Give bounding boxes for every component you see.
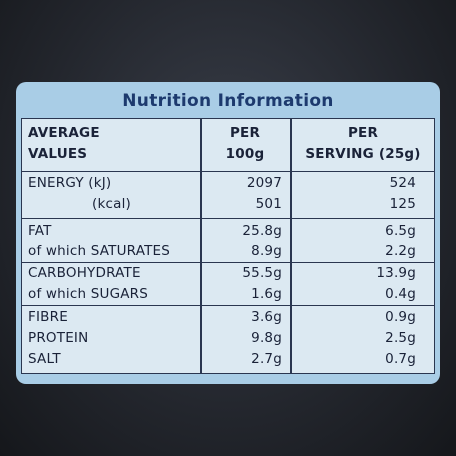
per-100g: 9.8g <box>251 330 282 346</box>
header-cell: 100g <box>225 146 265 162</box>
row-label: FAT <box>28 223 52 239</box>
per-100g: 8.9g <box>251 243 282 259</box>
per-100g: 2097 <box>246 175 282 191</box>
row-label: FIBRE <box>28 309 68 325</box>
per-serving: 0.4g <box>385 286 416 302</box>
per-100g: 501 <box>255 196 282 212</box>
nutrition-table: AVERAGE VALUES PER 100g PER SERVING (25g) ENER… <box>21 118 435 374</box>
per-100g: 3.6g <box>251 309 282 325</box>
per-serving: 2.5g <box>385 330 416 346</box>
column-divider <box>200 119 202 373</box>
header-cell: AVERAGE <box>28 125 100 141</box>
per-100g: 55.5g <box>242 265 282 281</box>
header-cell: VALUES <box>28 146 88 162</box>
row-label: of which SATURATES <box>28 243 171 259</box>
row-label: (kcal) <box>92 196 131 212</box>
row-label: of which SUGARS <box>28 286 149 302</box>
row-divider <box>22 305 434 307</box>
nutrition-panel: Nutrition Information AVERAGE VALUES PER 10… <box>16 82 440 384</box>
row-divider <box>22 218 434 220</box>
row-label: SALT <box>28 351 61 367</box>
header-cell: PER <box>347 125 379 141</box>
per-100g: 25.8g <box>242 223 282 239</box>
per-serving: 0.9g <box>385 309 416 325</box>
per-100g: 2.7g <box>251 351 282 367</box>
per-serving: 13.9g <box>376 265 416 281</box>
per-serving: 6.5g <box>385 223 416 239</box>
per-serving: 2.2g <box>385 243 416 259</box>
row-label: CARBOHYDRATE <box>28 265 141 281</box>
per-100g: 1.6g <box>251 286 282 302</box>
row-divider <box>22 171 434 173</box>
header-cell: SERVING (25g) <box>305 146 421 162</box>
per-serving: 0.7g <box>385 351 416 367</box>
per-serving: 125 <box>389 196 416 212</box>
per-serving: 524 <box>389 175 416 191</box>
row-label: ENERGY (kJ) <box>28 175 112 191</box>
row-divider <box>22 262 434 264</box>
row-label: PROTEIN <box>28 330 89 346</box>
header-cell: PER <box>229 125 261 141</box>
column-divider <box>290 119 292 373</box>
panel-title: Nutrition Information <box>122 91 334 111</box>
